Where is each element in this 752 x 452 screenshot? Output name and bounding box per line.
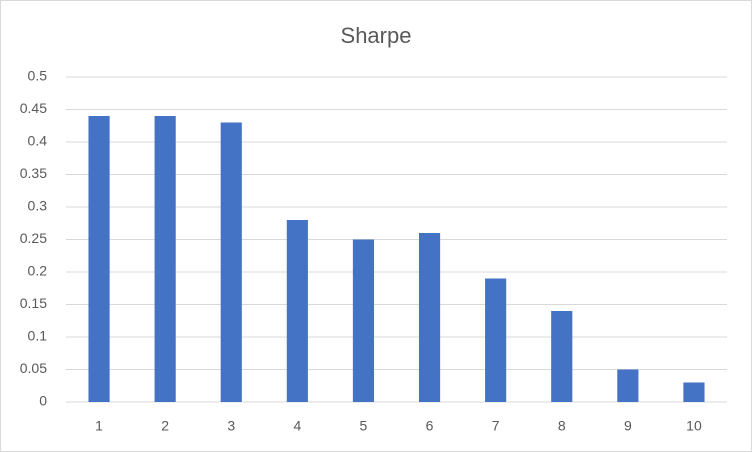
bar [617, 369, 639, 402]
x-tick-label: 3 [227, 418, 235, 434]
y-tick-label: 0.05 [20, 360, 47, 376]
y-tick-label: 0.45 [20, 100, 47, 116]
bar [683, 382, 705, 402]
y-tick-label: 0.15 [20, 295, 47, 311]
x-tick-label: 2 [161, 418, 169, 434]
bar [286, 220, 308, 402]
x-tick-label: 7 [492, 418, 500, 434]
y-tick-label: 0.1 [28, 328, 48, 344]
y-tick-label: 0 [39, 393, 47, 409]
x-tick-label: 10 [686, 418, 702, 434]
x-tick-label: 9 [624, 418, 632, 434]
y-tick-label: 0.35 [20, 165, 47, 181]
bar [220, 122, 242, 402]
y-tick-label: 0.2 [28, 263, 48, 279]
x-tick-label: 8 [558, 418, 566, 434]
x-tick-label: 4 [293, 418, 301, 434]
x-tick-label: 5 [360, 418, 368, 434]
x-tick-label: 1 [95, 418, 103, 434]
chart-title: Sharpe [341, 23, 412, 48]
bar [485, 278, 507, 402]
x-tick-label: 6 [426, 418, 434, 434]
bar [352, 239, 375, 402]
y-tick-label: 0.4 [28, 133, 48, 149]
y-tick-label: 0.3 [28, 198, 48, 214]
y-tick-label: 0.5 [28, 68, 48, 84]
y-tick-label: 0.25 [20, 230, 47, 246]
bar [418, 233, 441, 402]
bar [154, 116, 176, 402]
bar [88, 116, 110, 402]
bar [551, 311, 573, 402]
